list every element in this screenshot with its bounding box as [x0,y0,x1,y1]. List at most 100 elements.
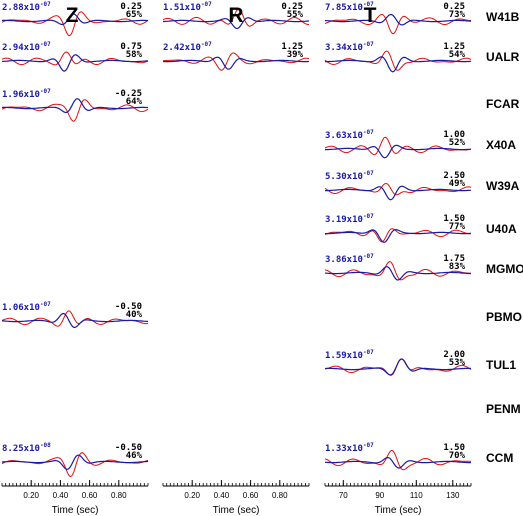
synthetic-trace [324,266,472,281]
component-title-R: R [228,4,243,27]
tick-label: 0.60 [243,491,259,500]
traces-layer [1,8,472,478]
time-shift-label: 1.75 [443,254,465,264]
synthetic-trace [163,17,310,30]
tick-label: 0.20 [184,491,200,500]
tick-label: 0.40 [53,491,69,500]
x-axis-label: Time (sec) [213,505,260,516]
station-label: U40A [486,222,517,236]
time-shift-label: 0.25 [281,2,303,12]
station-label: W39A [486,179,520,193]
amplitude-label: 3.19x10-07 [325,213,374,225]
synthetic-trace [1,13,148,26]
fit-percent-label: 53% [449,358,466,368]
time-shift-label: -0.50 [115,443,142,453]
observed-trace [324,50,472,71]
amplitude-label: 5.30x10-07 [325,170,374,182]
time-shift-label: 1.50 [443,443,465,453]
amplitude-label: 3.86x10-07 [325,253,374,265]
axes-layer: 0.20 0.40 0.60 0.80 Time (sec) 0.20 0.40 0.60 0.… [1,480,472,516]
station-label: MGMO [486,262,523,276]
fit-percent-label: 52% [449,138,466,148]
fit-percent-label: 70% [449,451,466,461]
fit-percent-label: 40% [126,310,143,320]
x-axis-label: Time (sec) [52,505,99,516]
fit-percent-label: 54% [449,50,466,60]
observed-trace [324,228,472,243]
station-label: PBMO [486,310,522,324]
x-axis-label: Time (sec) [375,505,422,516]
station-label: W41B [486,10,520,24]
amplitude-label: 2.42x10-07 [163,41,212,53]
synthetic-trace [325,358,472,376]
station-label: TUL1 [486,358,516,372]
synthetic-trace [325,185,472,201]
synthetic-trace [325,144,472,159]
tick-label: 0.40 [214,491,230,500]
tick-label: 0.80 [272,491,288,500]
fit-percent-label: 83% [449,262,466,272]
observed-trace [324,260,471,281]
synthetic-trace [2,54,149,72]
amplitude-label: 1.33x10-07 [325,442,374,454]
station-label: X40A [486,138,516,152]
synthetic-trace [1,454,148,470]
fit-percent-label: 64% [126,97,143,107]
time-shift-label: 0.25 [443,2,465,12]
observed-trace [324,182,472,196]
amplitude-label: 7.85x10-07 [325,1,374,13]
synthetic-trace [163,56,309,70]
station-label: CCM [486,451,513,465]
time-shift-label: 2.50 [443,171,465,181]
amplitude-label: 1.96x10-07 [2,88,51,100]
fit-percent-label: 58% [126,50,143,60]
fit-percent-label: 39% [287,50,304,60]
amplitude-label: 1.59x10-07 [325,349,374,361]
synthetic-trace [325,228,472,243]
observed-trace [324,14,471,35]
station-label: PENM [486,402,521,416]
amplitude-label: 1.51x10-07 [163,1,212,13]
amplitude-label: 3.63x10-07 [325,129,374,141]
tick-label: 0.20 [23,491,39,500]
component-title-T: T [364,4,377,27]
fit-percent-label: 46% [126,451,143,461]
synthetic-trace [325,13,472,26]
tick-label: 70 [339,491,348,500]
station-label: UALR [486,50,520,64]
fit-percent-label: 73% [449,10,466,20]
time-shift-label: 1.50 [443,214,465,224]
time-shift-label: 1.00 [443,130,465,140]
tick-label: 110 [410,491,423,500]
observed-trace [1,11,149,37]
tick-label: 0.60 [82,491,98,500]
station-label: FCAR [486,97,520,111]
time-shift-label: 1.25 [443,42,465,52]
fit-percent-label: 77% [449,222,466,232]
time-shift-label: 2.00 [443,350,465,360]
time-shift-label: -0.25 [115,89,142,99]
synthetic-trace [1,312,149,328]
fit-percent-label: 65% [126,10,143,20]
fit-percent-label: 49% [449,179,466,189]
fit-percent-label: 55% [287,10,304,20]
time-shift-label: 0.25 [120,2,142,12]
time-shift-label: -0.50 [115,302,142,312]
synthetic-trace [325,56,472,73]
amplitude-label: 8.25x10-08 [2,442,51,454]
observed-trace [324,136,472,156]
observed-trace [1,99,149,122]
synthetic-trace [2,98,149,114]
tick-label: 130 [446,491,460,500]
tick-label: 90 [375,491,384,500]
amplitude-label: 2.88x10-07 [2,1,51,13]
amplitude-label: 2.94x10-07 [2,41,51,53]
component-title-Z: Z [66,4,79,27]
amplitude-label: 3.34x10-07 [325,41,374,53]
amplitude-label: 1.06x10-07 [2,301,51,313]
observed-trace [324,449,472,471]
synthetic-trace [324,456,471,469]
tick-label: 0.80 [111,491,127,500]
